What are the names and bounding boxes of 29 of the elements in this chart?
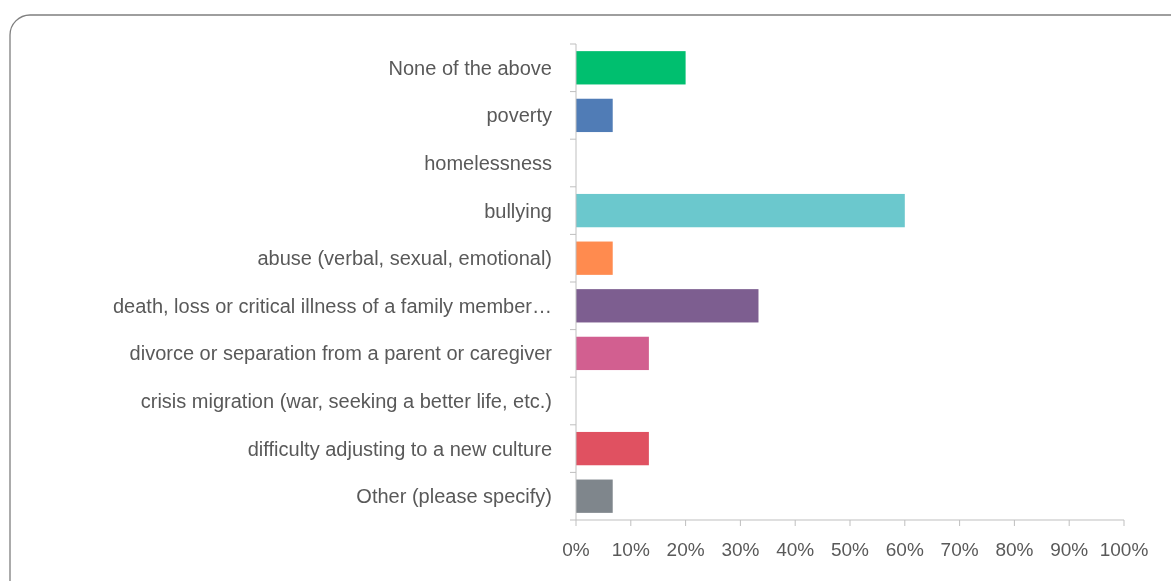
x-tick-label: 10%	[611, 539, 650, 560]
y-tick-label: poverty	[486, 104, 552, 127]
y-tick-label: abuse (verbal, sexual, emotional)	[257, 247, 552, 270]
y-tick-label: Other (please specify)	[356, 485, 552, 508]
y-tick-label: difficulty adjusting to a new culture	[247, 437, 552, 460]
bar	[576, 241, 613, 275]
x-tick-label: 50%	[830, 539, 870, 560]
y-tick-label: None of the above	[388, 56, 552, 79]
bar	[576, 479, 613, 513]
bar	[576, 98, 613, 133]
y-tick-label: divorce or separation from a parent or caregiver	[129, 342, 553, 365]
x-tick-label: 100%	[1099, 539, 1149, 560]
y-tick-label: bullying	[484, 199, 552, 222]
x-tick-label: 20%	[666, 539, 705, 560]
bar	[576, 431, 649, 466]
x-tick-label: 40%	[776, 539, 815, 560]
bar	[576, 336, 649, 371]
x-tick-label: 0%	[562, 539, 590, 560]
y-tick-label: homelessness	[424, 152, 552, 174]
y-tick-label: crisis migration (war, seeking a better life, etc.)	[140, 390, 552, 412]
bar	[576, 193, 905, 228]
x-tick-label: 90%	[1050, 539, 1089, 560]
bar	[576, 289, 759, 323]
bar	[576, 51, 686, 85]
x-tick-label: 70%	[940, 539, 979, 560]
x-tick-label: 60%	[885, 539, 924, 560]
y-tick-label: death, loss or critical illness of a family member…	[112, 294, 552, 317]
x-tick-label: 30%	[721, 539, 760, 560]
x-tick-label: 80%	[995, 539, 1034, 560]
